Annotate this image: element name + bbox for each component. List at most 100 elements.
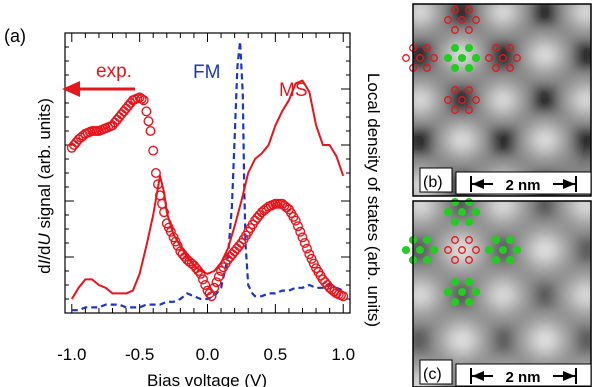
series-exp bbox=[66, 92, 349, 302]
atom-red bbox=[485, 54, 493, 62]
exp-point bbox=[320, 277, 331, 288]
exp-arrow-head bbox=[62, 81, 80, 97]
exp-point bbox=[211, 277, 222, 288]
atom-green bbox=[450, 277, 460, 287]
atom-red bbox=[458, 246, 466, 254]
x-tick-label: 1.0 bbox=[331, 345, 355, 364]
exp-point bbox=[200, 280, 211, 291]
x-tick-label: -1.0 bbox=[57, 345, 86, 364]
exp-point bbox=[116, 109, 127, 120]
exp-point bbox=[148, 145, 159, 156]
scale-bar-c-text: 2 nm bbox=[505, 369, 540, 386]
exp-point bbox=[121, 103, 132, 114]
exp-point bbox=[290, 215, 301, 226]
exp-point bbox=[306, 253, 317, 264]
atom-red bbox=[451, 256, 459, 264]
panel-b-frame bbox=[412, 3, 592, 197]
panel-b: (b) 2 nm bbox=[402, 3, 592, 197]
atom-green bbox=[491, 255, 501, 265]
exp-point bbox=[252, 212, 263, 223]
atom-green bbox=[422, 255, 432, 265]
panel-b-label-box bbox=[419, 167, 453, 193]
panel-c-label-box bbox=[419, 359, 453, 385]
exp-point bbox=[136, 93, 147, 104]
atom-green bbox=[450, 197, 460, 207]
x-axis-ticks bbox=[71, 33, 344, 313]
atom-green bbox=[471, 207, 481, 217]
atom-green bbox=[457, 53, 467, 63]
atom-green bbox=[415, 245, 425, 255]
exp-point bbox=[295, 226, 306, 237]
atom-red bbox=[465, 26, 473, 34]
atom-red bbox=[465, 106, 473, 114]
atom-green bbox=[498, 245, 508, 255]
atom-red bbox=[402, 54, 410, 62]
exp-point bbox=[231, 243, 242, 254]
panel-c: (c) 2 nm bbox=[401, 197, 592, 387]
atom-green bbox=[457, 287, 467, 297]
exp-point bbox=[292, 221, 303, 232]
atom-red bbox=[465, 236, 473, 244]
exp-point bbox=[302, 243, 313, 254]
exp-point bbox=[213, 271, 224, 282]
exp-point bbox=[118, 106, 129, 117]
series-layer bbox=[66, 40, 349, 312]
atom-red bbox=[451, 236, 459, 244]
exp-point bbox=[227, 249, 238, 260]
atom-red bbox=[444, 16, 452, 24]
ms-label: MS bbox=[279, 80, 308, 101]
exp-point bbox=[141, 106, 152, 117]
atom-red bbox=[492, 44, 500, 52]
atom-red bbox=[451, 86, 459, 94]
exp-point bbox=[114, 111, 125, 122]
y-axis-label-right: Local density of states (arb. units) bbox=[364, 73, 383, 327]
scale-bar-b: 2 nm bbox=[455, 171, 592, 195]
atom-green bbox=[457, 207, 467, 217]
exp-point bbox=[338, 291, 349, 302]
atom-red bbox=[451, 26, 459, 34]
scale-bar-b-text: 2 nm bbox=[505, 177, 540, 194]
atom-red bbox=[465, 86, 473, 94]
atom-green bbox=[450, 63, 460, 73]
atom-green bbox=[429, 245, 439, 255]
atom-red bbox=[444, 246, 452, 254]
x-tick-label: 0.5 bbox=[264, 345, 288, 364]
atom-green bbox=[464, 277, 474, 287]
exp-point bbox=[193, 266, 204, 277]
panel-b-label: (b) bbox=[423, 174, 443, 191]
x-tick-label: -0.5 bbox=[125, 345, 154, 364]
fm-label: FM bbox=[193, 62, 220, 83]
panel-a: (a) -1.0 -0.5 0.0 0.5 1.0 Bias voltage (V) d… bbox=[4, 26, 383, 387]
atom-red bbox=[499, 54, 507, 62]
atom-green bbox=[471, 53, 481, 63]
exp-point bbox=[304, 249, 315, 260]
atom-red bbox=[451, 6, 459, 14]
panel-c-frame bbox=[412, 200, 592, 387]
exp-point bbox=[209, 282, 220, 293]
atom-red bbox=[472, 96, 480, 104]
panel-c-label: (c) bbox=[423, 366, 442, 383]
atom-green bbox=[464, 297, 474, 307]
exp-point bbox=[308, 258, 319, 269]
exp-point bbox=[299, 237, 310, 248]
atom-red bbox=[458, 16, 466, 24]
atom-green bbox=[450, 297, 460, 307]
atom-red bbox=[458, 96, 466, 104]
atom-green bbox=[450, 43, 460, 53]
x-axis-tick-labels: -1.0 -0.5 0.0 0.5 1.0 bbox=[57, 345, 355, 364]
atom-red bbox=[506, 44, 514, 52]
exp-point bbox=[138, 95, 149, 106]
exp-point bbox=[112, 114, 123, 125]
atom-red bbox=[492, 64, 500, 72]
y-axis-ticks bbox=[65, 32, 350, 314]
exp-point bbox=[204, 288, 215, 299]
exp-point bbox=[159, 207, 170, 218]
exp-point bbox=[123, 100, 134, 111]
atom-red bbox=[423, 64, 431, 72]
atom-red bbox=[444, 96, 452, 104]
exp-annotation: exp. bbox=[62, 61, 135, 97]
scale-bar-c: 2 nm bbox=[455, 363, 592, 387]
atom-green bbox=[491, 235, 501, 245]
atom-green bbox=[443, 287, 453, 297]
